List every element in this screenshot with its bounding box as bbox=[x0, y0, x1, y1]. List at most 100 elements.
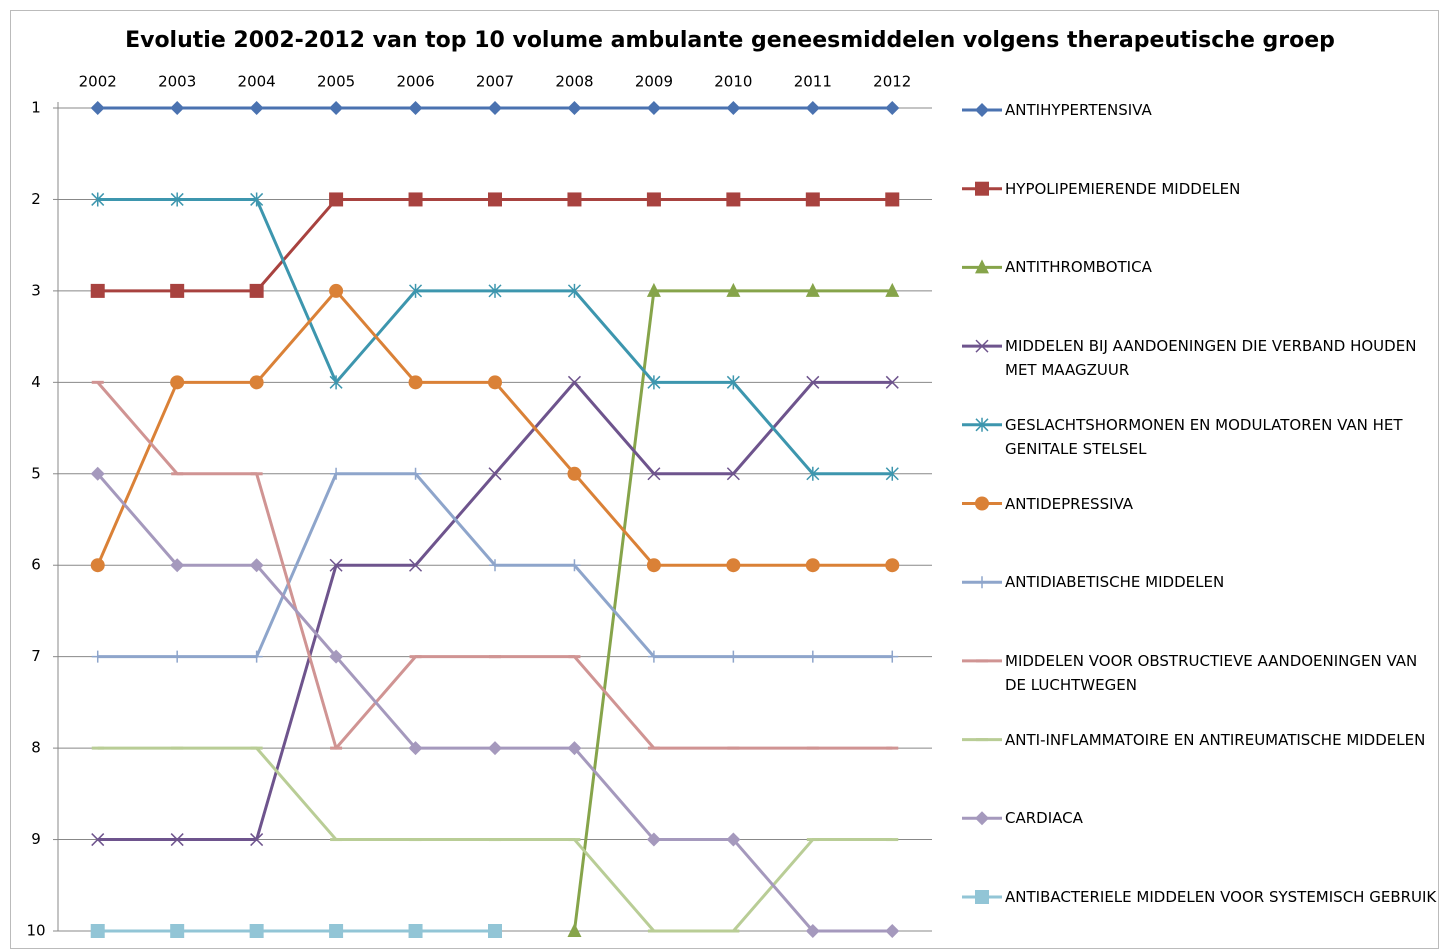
marker bbox=[885, 282, 900, 297]
marker bbox=[170, 558, 185, 573]
series bbox=[91, 380, 899, 750]
marker bbox=[975, 811, 989, 826]
marker bbox=[647, 650, 660, 663]
marker bbox=[250, 192, 264, 207]
marker bbox=[885, 101, 900, 115]
x-tick-label: 2008 bbox=[555, 73, 593, 91]
marker bbox=[885, 924, 900, 938]
marker bbox=[567, 283, 581, 298]
marker bbox=[726, 101, 741, 115]
series bbox=[567, 282, 900, 937]
marker bbox=[805, 558, 820, 573]
marker bbox=[975, 103, 989, 117]
marker bbox=[885, 466, 899, 481]
marker bbox=[805, 282, 820, 297]
marker bbox=[975, 496, 989, 511]
y-tick-label: 10 bbox=[26, 922, 45, 940]
marker bbox=[249, 924, 264, 938]
x-tick-label: 2010 bbox=[714, 73, 752, 91]
marker bbox=[329, 283, 344, 298]
marker bbox=[726, 282, 741, 297]
x-tick-label: 2009 bbox=[635, 73, 673, 91]
marker bbox=[567, 101, 582, 115]
marker bbox=[170, 924, 185, 938]
y-tick-label: 3 bbox=[31, 281, 41, 299]
marker bbox=[488, 467, 502, 481]
x-tick-label: 2002 bbox=[79, 73, 117, 91]
marker bbox=[885, 558, 900, 573]
marker bbox=[805, 101, 820, 115]
marker bbox=[408, 192, 423, 207]
marker bbox=[249, 101, 264, 115]
x-tick-label: 2007 bbox=[476, 73, 514, 91]
marker bbox=[170, 283, 185, 298]
marker bbox=[91, 192, 105, 207]
marker bbox=[249, 283, 264, 298]
series bbox=[91, 375, 899, 847]
marker bbox=[249, 558, 264, 573]
marker bbox=[90, 924, 105, 938]
marker bbox=[806, 466, 820, 481]
marker bbox=[90, 101, 105, 115]
marker bbox=[408, 741, 423, 756]
x-tick-label: 2003 bbox=[158, 73, 196, 91]
marker bbox=[646, 192, 661, 207]
y-tick-label: 8 bbox=[31, 739, 41, 757]
marker bbox=[805, 924, 820, 938]
legend-label: MIDDELEN BIJ AANDOENINGEN DIE VERBAND HO… bbox=[1005, 337, 1417, 380]
marker bbox=[647, 467, 661, 481]
marker bbox=[90, 466, 105, 481]
marker bbox=[727, 650, 740, 663]
marker bbox=[726, 192, 741, 207]
y-tick-label: 7 bbox=[31, 647, 41, 665]
legend-label: MIDDELEN VOOR OBSTRUCTIEVE AANDOENINGEN … bbox=[1005, 651, 1418, 694]
marker bbox=[409, 558, 423, 572]
marker bbox=[408, 924, 423, 938]
marker bbox=[409, 283, 423, 298]
series bbox=[90, 924, 502, 938]
legend-label: GESLACHTSHORMONEN EN MODULATOREN VAN HET… bbox=[1005, 415, 1403, 458]
marker bbox=[975, 259, 989, 274]
series bbox=[91, 192, 899, 481]
marker bbox=[567, 192, 582, 207]
marker bbox=[329, 192, 344, 207]
marker bbox=[329, 649, 344, 664]
legend-label: ANTITHROMBOTICA bbox=[1005, 258, 1152, 277]
legend-label: ANTIDIABETISCHE MIDDELEN bbox=[1005, 573, 1225, 592]
marker bbox=[91, 650, 104, 663]
series bbox=[91, 746, 899, 933]
marker bbox=[409, 467, 422, 480]
series bbox=[90, 101, 900, 115]
x-tick-label: 2011 bbox=[794, 73, 832, 91]
series bbox=[91, 467, 899, 663]
marker bbox=[567, 741, 582, 756]
chart-title: Evolutie 2002-2012 van top 10 volume amb… bbox=[125, 28, 1335, 53]
marker bbox=[330, 467, 343, 480]
marker bbox=[250, 833, 264, 847]
legend-label: ANTIBACTERIELE MIDDELEN VOOR SYSTEMISCH … bbox=[1005, 888, 1437, 906]
marker bbox=[249, 375, 264, 390]
marker bbox=[408, 375, 423, 390]
marker bbox=[886, 650, 899, 663]
marker bbox=[488, 192, 502, 207]
x-tick-label: 2012 bbox=[873, 73, 911, 91]
marker bbox=[646, 832, 661, 847]
marker bbox=[91, 833, 105, 847]
marker bbox=[488, 924, 502, 938]
marker bbox=[171, 650, 184, 663]
marker bbox=[975, 890, 989, 904]
legend-label: ANTI-INFLAMMATOIRE EN ANTIREUMATISCHE MI… bbox=[1005, 730, 1426, 749]
marker bbox=[170, 833, 184, 847]
marker bbox=[726, 832, 741, 847]
marker bbox=[646, 282, 661, 297]
marker bbox=[726, 375, 740, 390]
marker bbox=[329, 558, 343, 572]
marker bbox=[726, 558, 741, 573]
y-tick-label: 4 bbox=[31, 373, 41, 391]
marker bbox=[170, 375, 185, 390]
marker bbox=[976, 576, 988, 589]
legend-label: HYPOLIPEMIERENDE MIDDELEN bbox=[1005, 179, 1241, 198]
marker bbox=[488, 741, 502, 756]
x-tick-label: 2005 bbox=[317, 73, 355, 91]
marker bbox=[806, 650, 819, 663]
